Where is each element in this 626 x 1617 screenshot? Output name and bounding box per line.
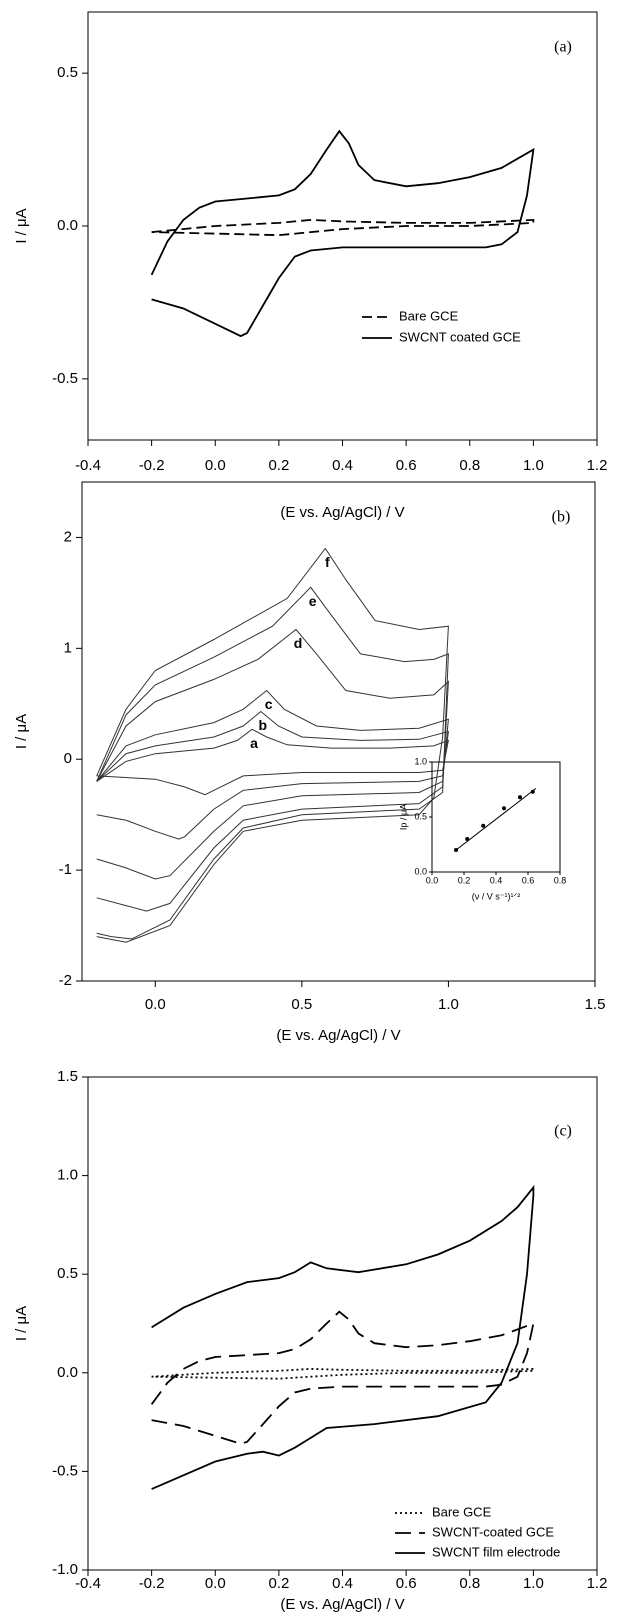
curve-name: d [294, 635, 303, 651]
x-tick-label: 0.8 [459, 1575, 480, 1592]
cv-curve [151, 218, 535, 237]
chart-panel: -0.4 -0.2 0.0 0.2 0.4 0.6 0.8 1.0 1.2 -1.0 -0.5 0.0… [13, 1068, 607, 1613]
x-tick-label: 0.4 [490, 875, 503, 885]
x-axis-label: (E vs. Ag/AgCl) / V [280, 1596, 404, 1613]
y-tick-label: 0 [64, 750, 72, 767]
cv-curve [150, 129, 535, 338]
cv-curve [96, 728, 450, 796]
y-tick-label: -1 [59, 861, 72, 878]
y-tick-label: 0.5 [57, 64, 78, 81]
x-tick-label: 0.0 [205, 1575, 226, 1592]
y-axis-label: I / μA [13, 714, 30, 749]
x-tick-label: 1.2 [587, 1575, 608, 1592]
x-tick-label: 0.6 [396, 1575, 417, 1592]
curve-name: e [309, 593, 317, 609]
x-tick-label: 0.0 [145, 996, 166, 1013]
data-point [481, 823, 486, 828]
cv-curve [96, 628, 449, 912]
y-tick-label: 1.5 [57, 1068, 78, 1085]
y-tick-label: 2 [64, 528, 72, 545]
y-tick-label: 0.0 [414, 866, 427, 876]
y-tick-label: 0.5 [414, 811, 427, 821]
x-tick-label: 0.0 [205, 457, 226, 474]
x-tick-label: 1.2 [587, 457, 608, 474]
x-tick-label: -0.2 [139, 457, 165, 474]
x-tick-label: 0.5 [291, 996, 312, 1013]
cv-curve [96, 586, 449, 940]
cv-curve [96, 547, 449, 943]
chart-panel: -0.4 -0.2 0.0 0.2 0.4 0.6 0.8 1.0 1.2 -0.5 0.0 0.5 (… [13, 11, 608, 521]
y-tick-label: 1.0 [57, 1167, 78, 1184]
x-tick-label: 0.0 [426, 875, 439, 885]
y-axis-label: I / μA [13, 1306, 30, 1341]
trend-line [455, 788, 537, 851]
x-axis-label: (E vs. Ag/AgCl) / V [276, 1027, 400, 1044]
x-tick-label: 0.6 [522, 875, 535, 885]
y-tick-label: 1 [64, 639, 72, 656]
cv-curve [96, 689, 449, 880]
cv-curve [150, 1310, 535, 1445]
legend-label: SWCNT-coated GCE [432, 1524, 554, 1539]
curve-name: c [265, 696, 273, 712]
y-tick-label: -1.0 [52, 1561, 78, 1578]
legend-label: SWCNT film electrode [432, 1544, 560, 1559]
x-tick-label: 1.0 [523, 1575, 544, 1592]
y-axis-label: Ip / μA [398, 804, 408, 830]
cv-curve [96, 710, 449, 840]
y-tick-label: 0.0 [57, 1364, 78, 1381]
y-tick-label: -0.5 [52, 370, 78, 387]
y-tick-label: -0.5 [52, 1462, 78, 1479]
x-tick-label: 0.4 [332, 457, 353, 474]
legend-label: SWCNT coated GCE [399, 329, 521, 344]
legend-label: Bare GCE [432, 1504, 492, 1519]
chart-panel: 0.0 0.5 1.0 1.5 -2 -1 0 1 2 (E vs. Ag/AgCl) / V I … [13, 481, 606, 1044]
x-tick-label: -0.4 [75, 457, 101, 474]
x-tick-label: 0.2 [268, 457, 289, 474]
curve-name: a [250, 735, 258, 751]
chart-panel: 0.0 0.2 0.4 0.6 0.8 0.0 0.5 1.0 (ν / V s⁻¹)¹ᐟ² Ip… [398, 756, 566, 901]
y-tick-label: -2 [59, 972, 72, 989]
legend-label: Bare GCE [399, 308, 459, 323]
x-axis-label: (ν / V s⁻¹)¹ᐟ² [472, 891, 521, 901]
x-tick-label: -0.4 [75, 1575, 101, 1592]
y-tick-label: 0.5 [57, 1265, 78, 1282]
y-tick-label: 0.0 [57, 217, 78, 234]
data-point [502, 806, 506, 811]
x-tick-label: 0.6 [396, 457, 417, 474]
panel-label: (a) [554, 39, 572, 56]
plot-frame [87, 11, 598, 441]
x-tick-label: -0.2 [139, 1575, 165, 1592]
curve-name: b [259, 717, 268, 733]
x-axis-label: (E vs. Ag/AgCl) / V [280, 504, 404, 521]
cv-curve [151, 1184, 535, 1490]
panel-label: (b) [552, 509, 571, 526]
curve-name: f [325, 554, 330, 570]
x-tick-label: 0.2 [268, 1575, 289, 1592]
x-tick-label: 0.2 [458, 875, 471, 885]
panel-label: (c) [554, 1123, 572, 1140]
x-tick-label: 1.5 [585, 996, 606, 1013]
data-point [518, 795, 522, 800]
x-tick-label: 0.4 [332, 1575, 353, 1592]
y-axis-label: I / μA [13, 208, 30, 243]
x-tick-label: 0.8 [554, 875, 567, 885]
plot-frame [431, 761, 561, 873]
cv-curve [151, 1367, 535, 1380]
x-tick-label: 0.8 [459, 457, 480, 474]
plot-frame [81, 481, 596, 982]
x-tick-label: 1.0 [523, 457, 544, 474]
x-tick-label: 1.0 [438, 996, 459, 1013]
y-tick-label: 1.0 [414, 756, 427, 766]
